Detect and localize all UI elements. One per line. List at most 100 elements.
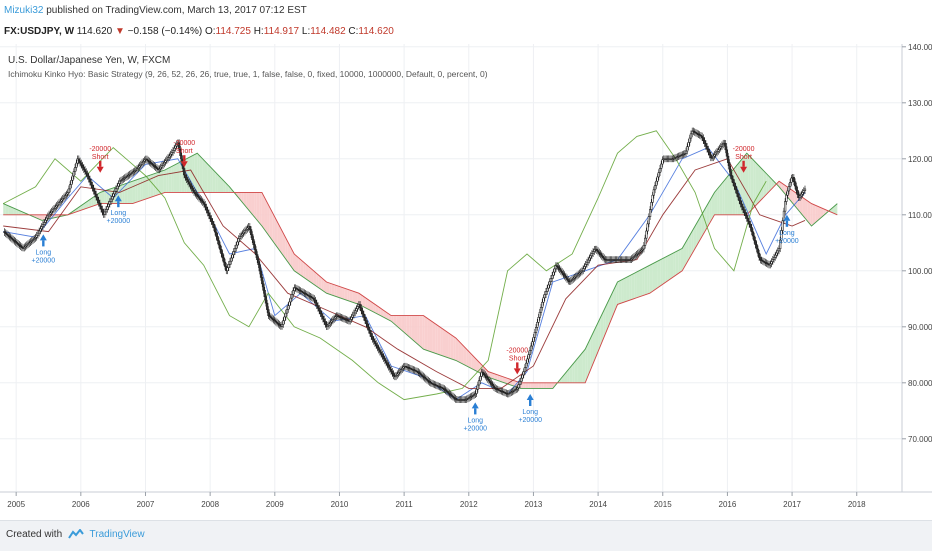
- cloud-segment: [404, 315, 407, 335]
- cloud-segment: [574, 358, 578, 383]
- cloud-segment: [168, 166, 172, 193]
- candle-body: [271, 317, 274, 320]
- cloud-segment: [779, 181, 782, 190]
- candle-body: [744, 212, 747, 216]
- cloud-segment: [401, 315, 405, 333]
- candle-body: [153, 165, 156, 167]
- cloud-segment: [362, 295, 366, 308]
- candle-body: [179, 148, 182, 156]
- chart-area[interactable]: Long +20000 -20000 Short Long +20000 -20000 Sho…: [0, 43, 932, 520]
- candle-body: [34, 236, 37, 239]
- candle-body: [516, 387, 519, 390]
- cloud-segment: [360, 294, 363, 307]
- cloud-segment: [16, 209, 19, 215]
- cloud-segment: [805, 199, 808, 222]
- cloud-segment: [455, 338, 459, 362]
- cloud-segment: [807, 200, 811, 225]
- long-signal-label: Long: [779, 230, 795, 237]
- candle-body: [521, 374, 524, 379]
- cloud-segment: [820, 207, 824, 219]
- candle-body: [520, 377, 523, 382]
- price-axis[interactable]: 70.000 80.000 90.000 100.000 110.000 120.000 1…: [902, 43, 932, 444]
- candle-body: [484, 374, 487, 377]
- candle-body: [209, 215, 212, 219]
- candle-body: [397, 372, 400, 375]
- candle-body: [800, 193, 803, 197]
- cloud-segment: [569, 364, 573, 383]
- author-link[interactable]: Mizuki32: [4, 5, 44, 16]
- candle-body: [769, 263, 772, 266]
- candle-body: [86, 173, 89, 177]
- candle-body: [313, 298, 316, 301]
- cloud-segment: [719, 182, 723, 215]
- candle-body: [295, 288, 299, 290]
- candle-body: [720, 144, 724, 147]
- candle-body: [272, 318, 275, 321]
- candle-body: [28, 242, 31, 245]
- time-axis[interactable]: 2005 2006 2007 2008 2009 2010 2011 2012 2013 2014…: [7, 492, 866, 509]
- candle-body: [517, 384, 520, 389]
- candle-body: [508, 392, 512, 394]
- candle-body: [306, 294, 310, 296]
- candle-body: [194, 192, 197, 195]
- cloud-segment: [427, 318, 430, 352]
- candle-body: [705, 146, 709, 150]
- candle-body: [515, 388, 518, 391]
- cloud-segment: [479, 362, 482, 374]
- candle-body: [128, 173, 131, 176]
- candle-body: [660, 163, 663, 169]
- candle-body: [741, 206, 745, 211]
- cloud-segment: [318, 275, 322, 290]
- long-signal-label: Long: [467, 417, 483, 424]
- symbol-label[interactable]: FX:USDJPY, W: [4, 26, 75, 37]
- candle-body: [422, 375, 425, 378]
- candle-body: [302, 291, 305, 294]
- candle-body: [390, 369, 393, 372]
- cloud-segment: [686, 237, 689, 265]
- candle-body: [523, 367, 527, 373]
- candle-body: [686, 146, 689, 152]
- cloud-segment: [251, 192, 255, 217]
- short-arrow-icon: [96, 166, 104, 173]
- candle-body: [69, 184, 72, 190]
- candle-body: [41, 224, 44, 227]
- cloud-segment: [652, 262, 656, 292]
- cloud-segment: [613, 284, 617, 314]
- low-label: L:: [301, 26, 311, 37]
- candle-body: [96, 196, 99, 201]
- candle-body: [263, 289, 266, 298]
- long-arrow-icon: [471, 402, 479, 409]
- candle-body: [195, 193, 198, 196]
- tradingview-brand-link[interactable]: TradingView: [89, 529, 145, 540]
- cloud-segment: [476, 359, 480, 373]
- chart-svg[interactable]: Long+20000-20000ShortLong+20000-20000Sho…: [0, 43, 932, 520]
- candle-body: [46, 215, 49, 219]
- cloud-segment: [512, 380, 516, 387]
- cloud-segment: [422, 315, 425, 350]
- candle-body: [599, 253, 602, 256]
- cloud-segment: [680, 246, 684, 272]
- candle-body: [12, 238, 15, 241]
- candle-body: [730, 175, 733, 180]
- candle-body: [45, 217, 48, 221]
- long-arrow-stem: [117, 201, 120, 208]
- candle-body: [562, 272, 565, 275]
- candle-body: [319, 310, 322, 314]
- candle-body: [47, 213, 51, 217]
- candle-body: [386, 362, 389, 366]
- cloud-segment: [673, 251, 676, 278]
- cloud-segment: [104, 190, 107, 204]
- cloud-segment: [450, 334, 454, 360]
- cloud-segment: [437, 325, 441, 356]
- candle-body: [230, 257, 233, 262]
- candle-body: [684, 150, 688, 154]
- cloud-segment: [256, 192, 260, 223]
- candle-body: [527, 354, 530, 360]
- candle-body: [197, 196, 201, 199]
- candle-body: [331, 319, 334, 322]
- candle-body: [653, 185, 657, 191]
- short-arrow-stem: [183, 155, 186, 162]
- cloud-segment: [215, 172, 218, 193]
- candle-body: [212, 224, 215, 229]
- candle-body: [214, 227, 217, 233]
